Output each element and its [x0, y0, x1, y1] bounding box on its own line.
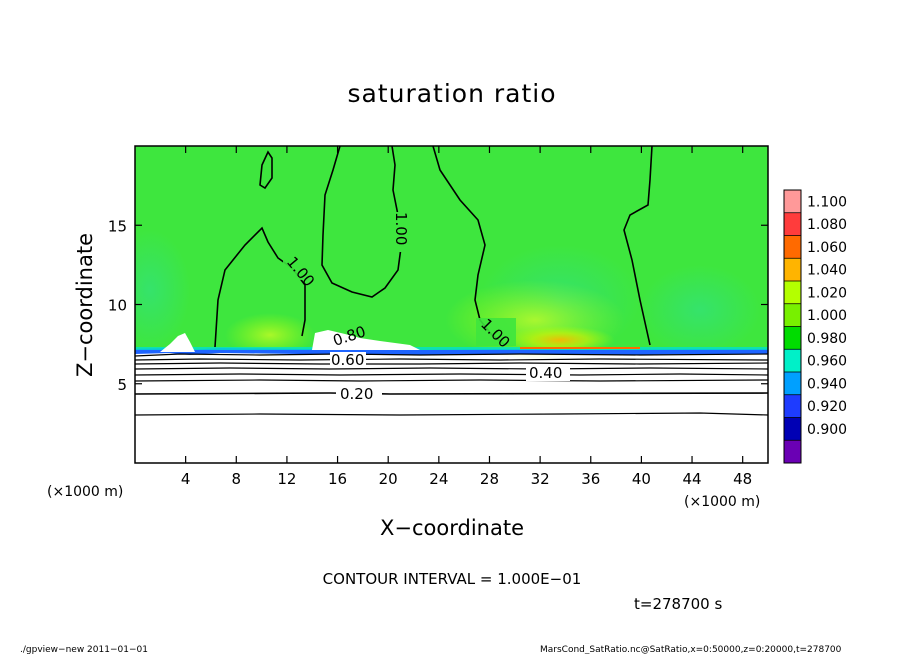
footer-left: ./gpview−new 2011−01−01 — [20, 645, 148, 654]
colorbar-swatch-0 — [784, 190, 801, 213]
contour-label-040: 0.40 — [529, 364, 562, 382]
footer-right: MarsCond_SatRatio.nc@SatRatio,x=0:50000,… — [540, 645, 842, 654]
x-unit-left: (×1000 m) — [47, 484, 123, 500]
x-tick-label-12: 12 — [277, 470, 296, 488]
hot-strip — [520, 347, 640, 349]
hill-left — [160, 333, 195, 352]
contour-label-100-a: 1.00 — [392, 212, 410, 245]
colorbar-label-9: 0.920 — [807, 399, 847, 415]
colorbar-label-1: 1.080 — [807, 217, 847, 233]
y-tick-label-15: 15 — [108, 217, 127, 235]
y-axis: 5 10 15 — [108, 217, 768, 394]
x-tick-label-16: 16 — [328, 470, 347, 488]
contour-field: 1.00 1.00 1.00 0.80 0.60 0.40 0.20 — [135, 146, 768, 463]
colorbar-swatch-9 — [784, 394, 801, 418]
colorbar-swatch-4 — [784, 281, 801, 304]
colorbar-label-7: 0.960 — [807, 354, 847, 370]
x-tick-label-4: 4 — [181, 470, 191, 488]
colorbar-swatch-10 — [784, 417, 801, 441]
colorbar-swatch-1 — [784, 212, 801, 236]
colorbar-swatch-3 — [784, 258, 801, 281]
x-tick-label-40: 40 — [632, 470, 651, 488]
x-unit-right: (×1000 m) — [684, 494, 760, 510]
colorbar: 1.100 1.080 1.060 1.040 1.020 1.000 0.980 0.960… — [783, 189, 847, 464]
x-tick-label-20: 20 — [379, 470, 398, 488]
colorbar-swatch-2 — [784, 235, 801, 259]
x-tick-label-44: 44 — [682, 470, 701, 488]
colorbar-label-5: 1.000 — [807, 308, 847, 324]
colorbar-label-8: 0.940 — [807, 376, 847, 392]
hill-center — [312, 330, 420, 350]
colorbar-swatch-6 — [784, 326, 801, 350]
x-tick-label-28: 28 — [480, 470, 499, 488]
x-tick-label-8: 8 — [232, 470, 242, 488]
x-tick-label-32: 32 — [531, 470, 550, 488]
x-tick-label-36: 36 — [581, 470, 600, 488]
x-axis: 4 8 12 16 20 24 28 32 36 40 44 48 — [181, 146, 752, 488]
y-tick-label-5: 5 — [117, 376, 127, 394]
x-tick-label-48: 48 — [733, 470, 752, 488]
contour-labels: 1.00 1.00 1.00 0.80 0.60 0.40 0.20 — [283, 212, 570, 403]
x-tick-label-24: 24 — [429, 470, 448, 488]
colorbar-swatch-7 — [784, 349, 801, 372]
y-tick-label-10: 10 — [108, 297, 127, 315]
colorbar-label-0: 1.100 — [807, 194, 847, 210]
time-label: t=278700 s — [634, 595, 722, 613]
y-axis-label: Z−coordinate — [73, 233, 97, 377]
colorbar-label-4: 1.020 — [807, 285, 847, 301]
x-axis-label: X−coordinate — [380, 516, 524, 540]
colorbar-swatch-11 — [784, 440, 801, 463]
colorbar-label-10: 0.900 — [807, 422, 847, 438]
contour-interval-note: CONTOUR INTERVAL = 1.000E−01 — [323, 570, 582, 588]
colorbar-label-3: 1.040 — [807, 263, 847, 279]
colorbar-swatch-8 — [784, 372, 801, 395]
colorbar-swatch-5 — [784, 303, 801, 327]
contour-label-020: 0.20 — [340, 385, 373, 403]
contour-lines-lower — [135, 353, 768, 416]
chart-title: saturation ratio — [347, 79, 556, 108]
colorbar-label-6: 0.980 — [807, 331, 847, 347]
colorbar-label-2: 1.060 — [807, 240, 847, 256]
contour-label-060: 0.60 — [331, 351, 364, 369]
